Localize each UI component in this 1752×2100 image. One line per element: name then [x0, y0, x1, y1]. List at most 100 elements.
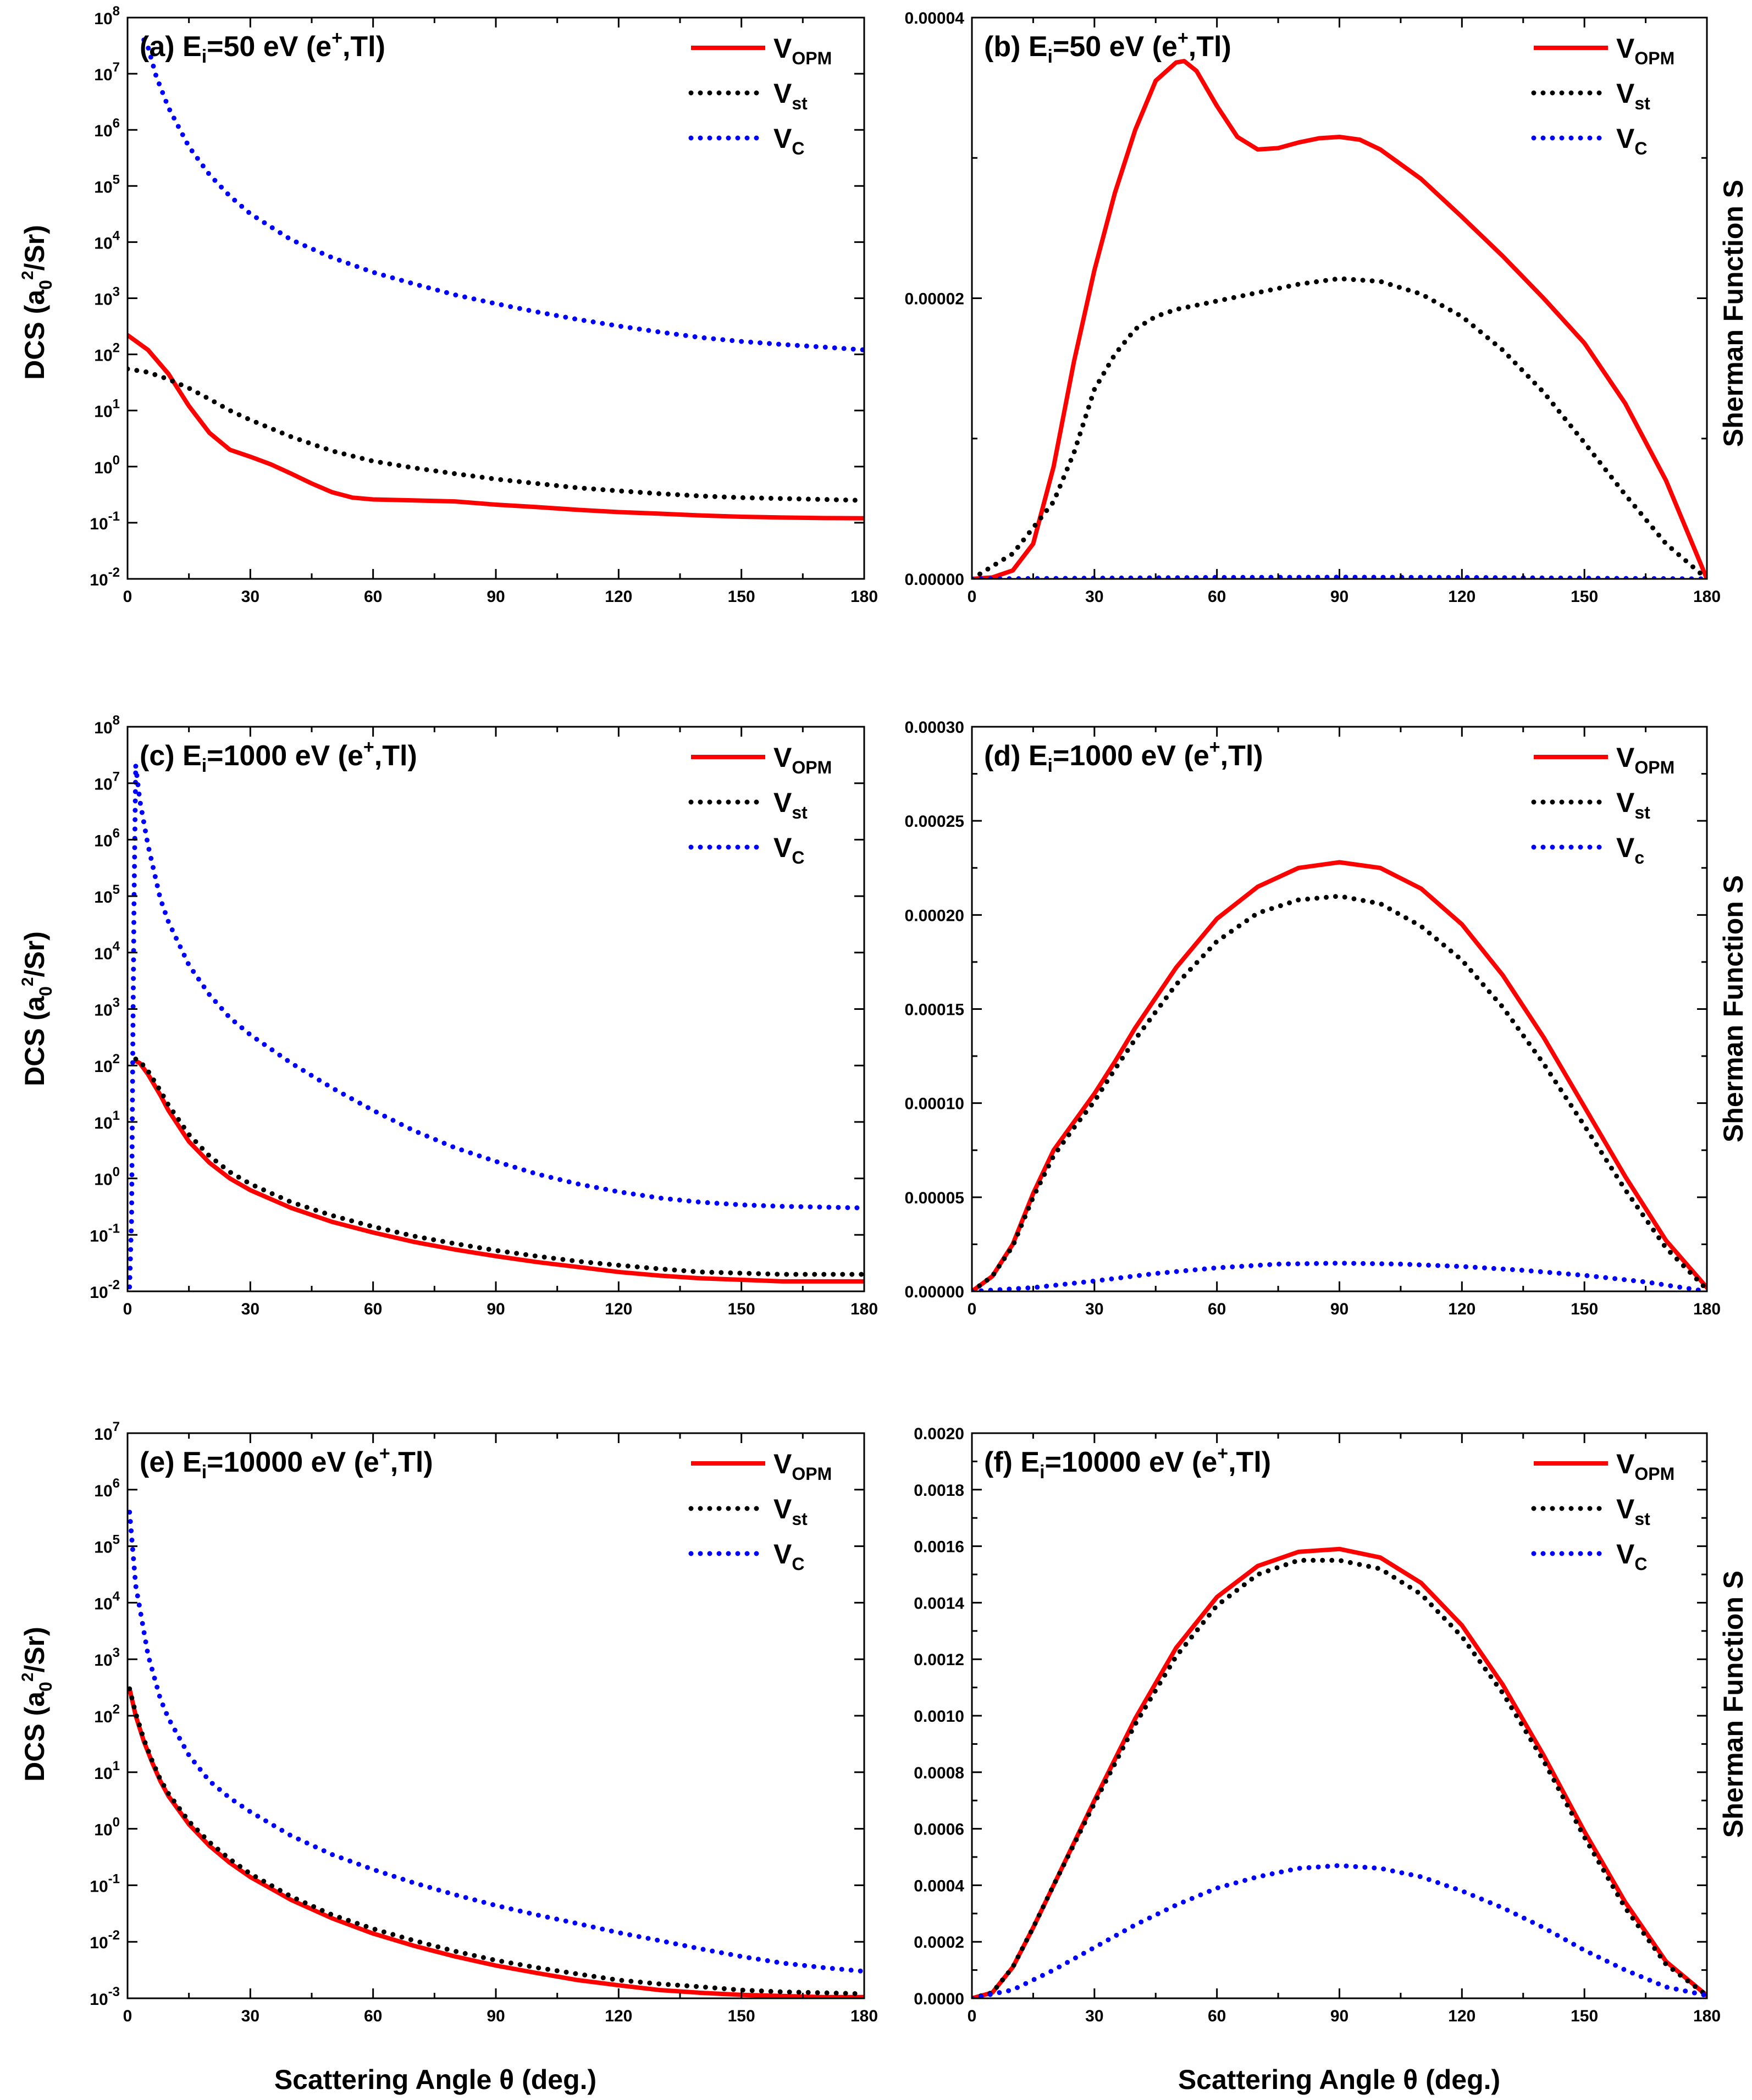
y-tick-label: 102: [94, 1702, 120, 1726]
y-tick-label: 0.00025: [905, 813, 964, 831]
y-tick-label: 10-1: [90, 509, 120, 533]
series-e-c: [128, 1510, 864, 1974]
x-tick-label: 30: [1085, 2007, 1103, 2025]
y-axis-label-top-right: Sherman Function S: [1718, 180, 1749, 447]
y-tick-label: 103: [94, 1645, 120, 1670]
x-tick-label: 90: [487, 2007, 505, 2025]
legend-label-c: VC: [773, 1539, 804, 1574]
x-tick-label: 0: [123, 2007, 132, 2025]
y-tick-label: 0.00000: [905, 571, 964, 589]
legend-label-c: VC: [773, 123, 804, 158]
legend-label-st: Vst: [773, 1494, 808, 1529]
y-tick-label: 106: [94, 1476, 120, 1500]
x-tick-label: 30: [1085, 1300, 1103, 1318]
series-d-c: [972, 1261, 1707, 1291]
y-tick-label: 101: [94, 397, 120, 421]
x-tick-label: 90: [487, 1300, 505, 1318]
x-tick-label: 180: [850, 588, 878, 606]
x-tick-label: 0: [968, 588, 977, 606]
y-tick-label: 103: [94, 996, 120, 1020]
series-f-st: [972, 1557, 1707, 1998]
panel-title-c: (c) Ei=1000 eV (e+,Tl): [140, 737, 417, 776]
x-tick-label: 120: [1448, 1300, 1475, 1318]
x-tick-label: 60: [364, 2007, 382, 2025]
legend-label-opm: VOPM: [1616, 1449, 1674, 1484]
legend-label-c: VC: [1616, 1539, 1647, 1574]
y-tick-label: 105: [94, 1533, 120, 1557]
y-tick-label: 0.00005: [905, 1189, 964, 1207]
y-tick-label: 102: [94, 1052, 120, 1076]
y-axis-label-top-left: DCS (a02/Sr): [19, 225, 56, 380]
legend-label-c: Vc: [1616, 832, 1644, 867]
y-tick-label: 104: [94, 939, 120, 963]
legend-label-st: Vst: [1616, 787, 1650, 822]
y-tick-label: 106: [94, 116, 120, 140]
y-tick-label: 108: [94, 4, 120, 28]
x-tick-label: 0: [968, 1300, 977, 1318]
panel-title-b: (b) Ei=50 eV (e+,Tl): [984, 27, 1231, 67]
y-tick-label: 0.0016: [914, 1538, 964, 1556]
legend-label-c: VC: [773, 832, 804, 867]
y-tick-label: 0.0006: [914, 1821, 964, 1839]
x-tick-label: 60: [1208, 2007, 1226, 2025]
y-axis-label-mid-right: Sherman Function S: [1718, 875, 1749, 1142]
series-a-st: [128, 366, 864, 503]
legend-label-opm: VOPM: [773, 742, 832, 777]
x-tick-label: 0: [123, 1300, 132, 1318]
x-tick-label: 30: [241, 2007, 259, 2025]
x-tick-label: 30: [241, 1300, 259, 1318]
panel-b: 0 30 60 90 120 150 180 0.00000 0.00002 0.00004 (b)…: [905, 9, 1721, 606]
x-tick-label: 150: [728, 2007, 755, 2025]
series-b-st: [972, 276, 1707, 579]
y-tick-label: 0.0012: [914, 1651, 964, 1669]
x-tick-label: 150: [728, 1300, 755, 1318]
x-tick-label: 120: [605, 2007, 632, 2025]
x-tick-label: 180: [1693, 588, 1721, 606]
panel-a: 0 30 60 90 120 150 180 10-2 10-1 100 101 102 103 104 1…: [90, 4, 878, 606]
x-tick-label: 30: [1085, 588, 1103, 606]
x-tick-label: 120: [1448, 588, 1475, 606]
y-tick-label: 0.0000: [914, 1990, 964, 2008]
y-tick-label: 0.00002: [905, 290, 964, 308]
series-e-st: [128, 1686, 864, 1997]
x-tick-label: 180: [850, 2007, 878, 2025]
x-tick-label: 90: [1330, 1300, 1348, 1318]
y-axis-label-mid-left: DCS (a02/Sr): [19, 931, 56, 1086]
x-tick-label: 90: [487, 588, 505, 606]
x-tick-label: 120: [605, 1300, 632, 1318]
x-tick-label: 150: [1571, 2007, 1598, 2025]
y-tick-label: 0.0008: [914, 1764, 964, 1782]
series-a-opm: [128, 333, 864, 521]
x-tick-label: 180: [850, 1300, 878, 1318]
y-tick-label: 100: [94, 453, 120, 477]
legend-label-c: VC: [1616, 123, 1647, 158]
legend-label-st: Vst: [773, 78, 808, 113]
x-tick-label: 150: [1571, 588, 1598, 606]
series-e-opm: [128, 1687, 864, 1998]
x-tick-label: 150: [728, 588, 755, 606]
panel-title-f: (f) Ei=10000 eV (e+,Tl): [984, 1443, 1271, 1483]
legend-label-opm: VOPM: [773, 33, 832, 68]
x-tick-label: 180: [1693, 1300, 1721, 1318]
panel-f: 0 30 60 90 120 150 180 0.0000 0.0002 0.0004 0.0006…: [914, 1425, 1721, 2025]
y-tick-label: 100: [94, 1815, 120, 1839]
y-tick-label: 0.0014: [914, 1594, 964, 1612]
x-tick-label: 120: [1448, 2007, 1475, 2025]
x-tick-label: 180: [1693, 2007, 1721, 2025]
y-tick-label: 10-1: [90, 1871, 120, 1895]
legend-label-opm: VOPM: [1616, 742, 1674, 777]
y-tick-label: 0.0018: [914, 1482, 964, 1500]
y-tick-label: 0.00020: [905, 907, 964, 925]
panel-title-d: (d) Ei=1000 eV (e+,Tl): [984, 737, 1263, 776]
y-tick-label: 107: [94, 1419, 120, 1444]
x-axis-label-right: Scattering Angle θ (deg.): [1178, 2064, 1500, 2095]
y-tick-label: 105: [94, 882, 120, 907]
y-tick-label: 101: [94, 1759, 120, 1783]
x-tick-label: 0: [968, 2007, 977, 2025]
y-tick-label: 107: [94, 60, 120, 84]
y-tick-label: 107: [94, 770, 120, 794]
y-tick-label: 101: [94, 1108, 120, 1132]
x-tick-label: 60: [1208, 1300, 1226, 1318]
legend-label-st: Vst: [1616, 78, 1650, 113]
y-tick-label: 106: [94, 826, 120, 850]
